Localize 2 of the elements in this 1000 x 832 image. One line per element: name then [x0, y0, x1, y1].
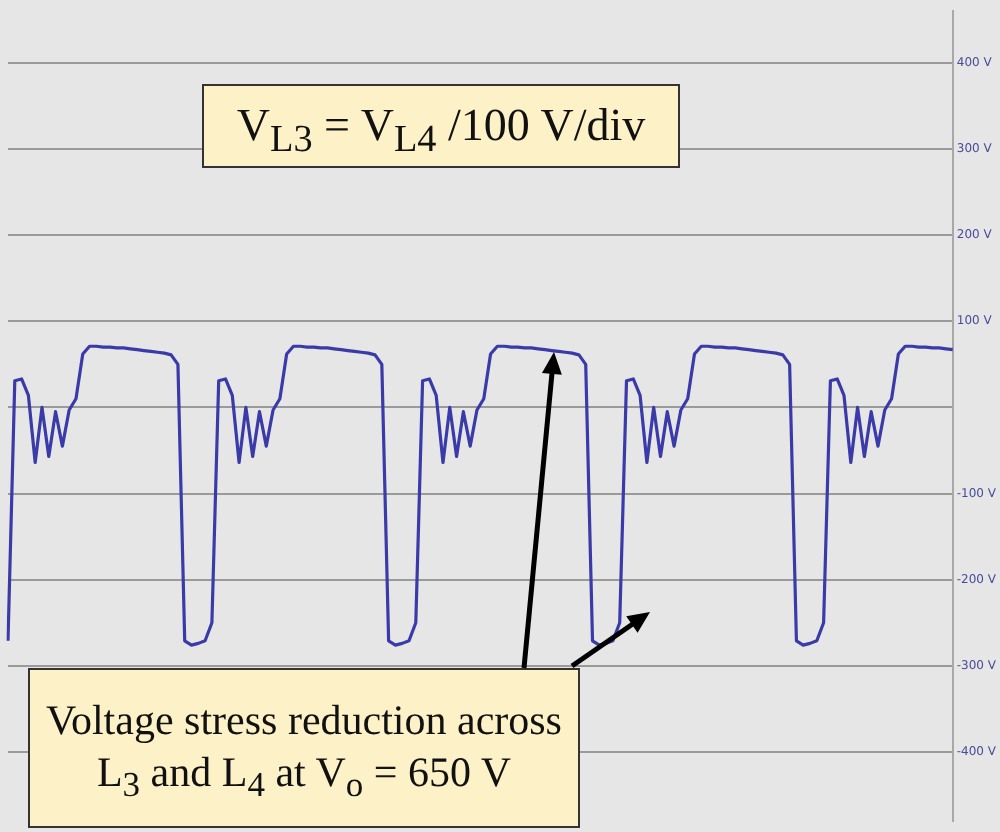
annotation: Voltage stress reduction across L$_{3}$ and L$_{4}$ at V$_{o}$ = 650 V	[28, 668, 580, 828]
annotation: V$_{L3}$ = V$_{L4}$ /100 V/div	[202, 84, 680, 168]
